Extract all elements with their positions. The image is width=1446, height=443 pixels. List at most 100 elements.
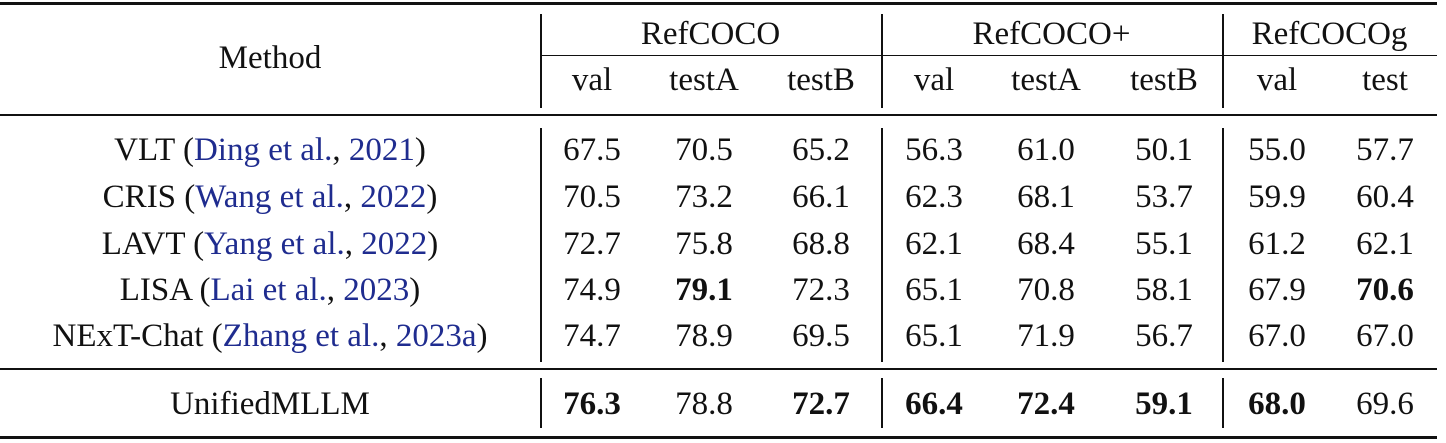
citation-year-link[interactable]: 2022 [360,179,427,215]
method-name-cell: LAVT (Yang et al., 2022) [0,222,540,266]
score-cell: 70.5 [675,132,733,168]
citation-close: ) [427,226,439,262]
group-header-refcocoplus: RefCOCO+ [972,16,1131,52]
method-name: NExT-Chat ( [52,318,223,354]
separator-method-body [540,128,542,362]
score-cell: 53.7 [1135,179,1193,215]
bottom-rule [0,436,1437,439]
separator-refcoco [881,14,883,108]
separator-refcocoplus-body [1222,128,1224,362]
score-cell: 60.4 [1356,179,1414,215]
score-cell: 72.4 [1017,386,1075,422]
score-cell: 74.9 [563,272,621,308]
score-cell: 69.5 [792,318,850,354]
subheader-4: testA [1011,62,1081,98]
score-cell: 78.8 [675,386,733,422]
method-name: CRIS ( [102,179,196,215]
score-cell: 68.8 [792,226,850,262]
score-cell: 71.9 [1017,318,1075,354]
citation-year-link[interactable]: 2022 [361,226,428,262]
score-cell: 74.7 [563,318,621,354]
score-cell: 55.0 [1248,132,1306,168]
method-name-cell: NExT-Chat (Zhang et al., 2023a) [0,314,540,358]
citation-author-link[interactable]: Ding et al. [193,132,333,168]
score-cell: 59.9 [1248,179,1306,215]
citation-author-link[interactable]: Wang et al. [195,179,344,215]
subheader-6: val [1256,62,1298,98]
score-cell: 72.7 [792,386,850,422]
citation-separator: , [379,318,396,354]
separator-refcoco-body [881,128,883,362]
separator-method [540,14,542,108]
subheader-3: val [913,62,955,98]
score-cell: 62.1 [905,226,963,262]
score-cell: 79.1 [675,272,733,308]
score-cell: 68.4 [1017,226,1075,262]
separator-method-final [540,378,542,428]
citation-separator: , [344,226,362,262]
header-rule [0,114,1437,116]
score-cell: 65.1 [905,318,963,354]
score-cell: 72.7 [563,226,621,262]
subheader-1: testA [669,62,739,98]
score-cell: 67.9 [1248,272,1306,308]
citation-separator: , [343,179,361,215]
citation-separator: , [332,132,349,168]
citation-close: ) [426,179,438,215]
separator-refcocoplus [1222,14,1224,108]
score-cell: 58.1 [1135,272,1193,308]
method-name-cell: VLT (Ding et al., 2021) [0,128,540,172]
score-cell: 69.6 [1356,386,1414,422]
citation-author-link[interactable]: Yang et al. [204,226,345,262]
score-cell: 67.0 [1248,318,1306,354]
subheader-0: val [571,62,613,98]
separator-refcoco-final [881,378,883,428]
score-cell: 73.2 [675,179,733,215]
citation-year-link[interactable]: 2021 [348,132,415,168]
method-name-unifiedmllm: UnifiedMLLM [170,386,370,422]
score-cell: 76.3 [563,386,621,422]
method-name-cell: LISA (Lai et al., 2023) [0,268,540,312]
citation-author-link[interactable]: Lai et al. [210,272,327,308]
score-cell: 70.5 [563,179,621,215]
method-name: LISA ( [119,272,211,308]
score-cell: 62.1 [1356,226,1414,262]
final-row-rule [0,368,1437,370]
score-cell: 67.0 [1356,318,1414,354]
method-name-cell: CRIS (Wang et al., 2022) [0,175,540,219]
group-header-refcoco: RefCOCO [640,16,781,52]
citation-close: ) [476,318,488,354]
citation-year-link[interactable]: 2023a [395,318,477,354]
subheader-5: testB [1130,62,1198,98]
score-cell: 56.3 [905,132,963,168]
group-header-refcocog: RefCOCOg [1251,16,1408,52]
group-underline [540,55,1437,57]
score-cell: 70.6 [1356,272,1414,308]
score-cell: 78.9 [675,318,733,354]
citation-close: ) [409,272,421,308]
citation-separator: , [326,272,344,308]
score-cell: 65.1 [905,272,963,308]
subheader-7: test [1362,62,1408,98]
score-cell: 57.7 [1356,132,1414,168]
score-cell: 68.0 [1248,386,1306,422]
score-cell: 66.1 [792,179,850,215]
citation-year-link[interactable]: 2023 [343,272,410,308]
score-cell: 61.0 [1017,132,1075,168]
citation-author-link[interactable]: Zhang et al. [222,318,380,354]
score-cell: 72.3 [792,272,850,308]
method-header: Method [218,40,322,76]
score-cell: 62.3 [905,179,963,215]
method-name: VLT ( [114,132,194,168]
separator-refcocoplus-final [1222,378,1224,428]
score-cell: 59.1 [1135,386,1193,422]
score-cell: 68.1 [1017,179,1075,215]
score-cell: 61.2 [1248,226,1306,262]
score-cell: 65.2 [792,132,850,168]
score-cell: 70.8 [1017,272,1075,308]
citation-close: ) [414,132,426,168]
score-cell: 66.4 [905,386,963,422]
score-cell: 67.5 [563,132,621,168]
score-cell: 56.7 [1135,318,1193,354]
score-cell: 50.1 [1135,132,1193,168]
